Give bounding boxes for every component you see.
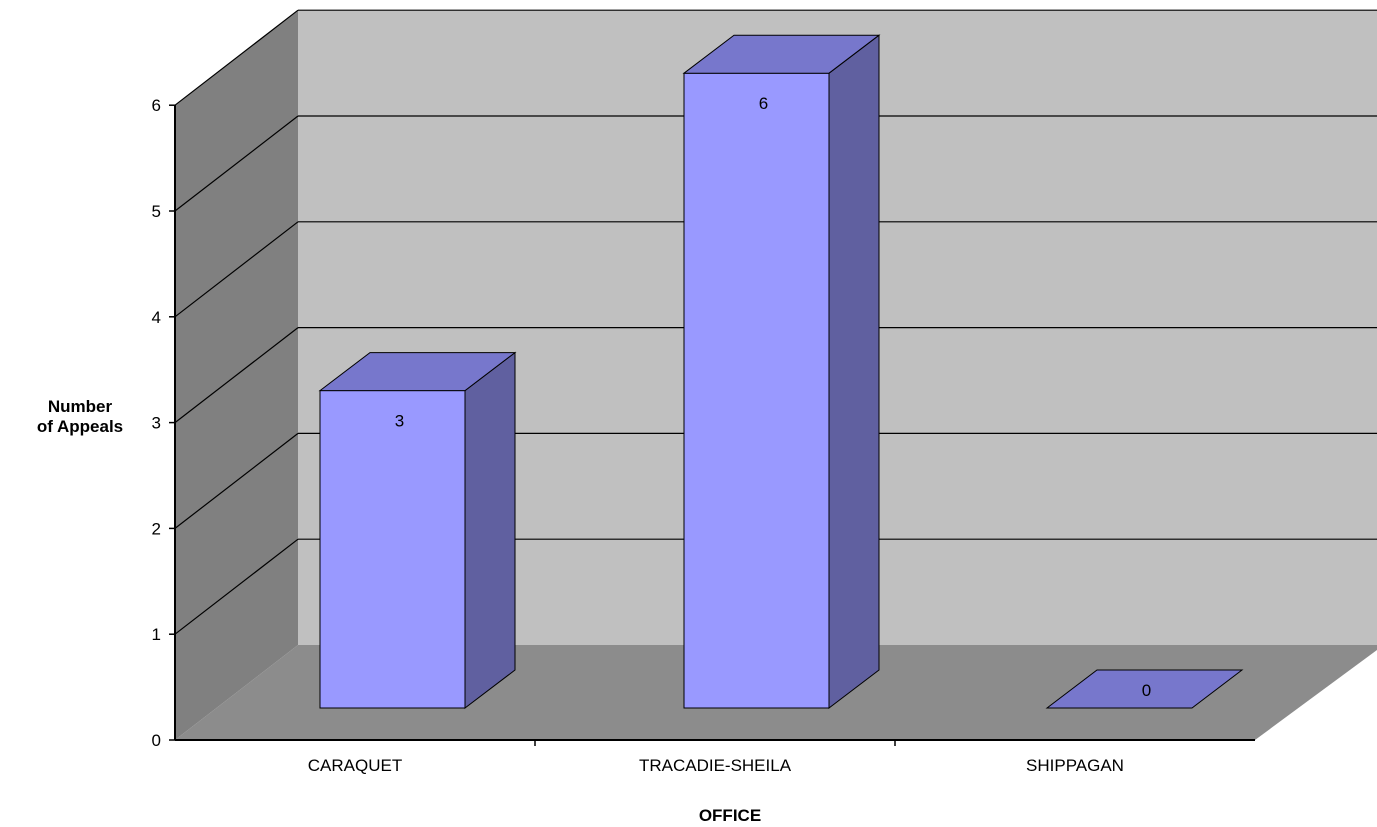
bar-front bbox=[319, 390, 466, 709]
gridline-side bbox=[174, 327, 299, 424]
y-axis-label-line-2: of Appeals bbox=[36, 417, 124, 436]
y-tick-label: 1 bbox=[152, 625, 161, 644]
gridline-side bbox=[174, 432, 299, 529]
bar: 3 bbox=[318, 351, 517, 710]
gridline-side bbox=[174, 115, 299, 212]
bar-side bbox=[464, 351, 516, 710]
y-tick-label: 4 bbox=[152, 308, 161, 327]
gridline-side bbox=[174, 221, 299, 318]
axis-ticks: 0 1 2 3 4 5 6 CARAQUET TRACADIE-SHEILA SHIPPAGAN bbox=[152, 96, 1124, 775]
y-tick-label: 5 bbox=[152, 202, 161, 221]
x-tick-label: TRACADIE-SHEILA bbox=[639, 756, 792, 775]
x-tick-label: CARAQUET bbox=[308, 756, 402, 775]
y-tick-label: 2 bbox=[152, 519, 161, 538]
bar: 0 bbox=[1045, 669, 1244, 709]
bar-front bbox=[683, 72, 830, 709]
bar-side bbox=[828, 34, 880, 710]
y-tick-label: 0 bbox=[152, 731, 161, 750]
y-tick-label: 6 bbox=[152, 96, 161, 115]
x-tick-label: SHIPPAGAN bbox=[1026, 756, 1124, 775]
gridline-side bbox=[174, 9, 299, 106]
gridline-side bbox=[174, 538, 299, 635]
bars: 3 6 0 bbox=[318, 34, 1244, 710]
bar-top bbox=[1045, 669, 1244, 709]
bar-top bbox=[318, 352, 517, 392]
data-label: 3 bbox=[395, 412, 404, 431]
y-tick-label: 3 bbox=[152, 414, 161, 433]
data-label: 6 bbox=[759, 94, 768, 113]
bar: 6 bbox=[682, 34, 881, 710]
y-axis-label: Number of Appeals bbox=[0, 397, 160, 437]
y-axis-label-line-1: Number bbox=[47, 397, 113, 416]
x-axis-label: OFFICE bbox=[698, 806, 762, 825]
bar-top bbox=[682, 34, 881, 74]
data-label: 0 bbox=[1142, 681, 1151, 700]
